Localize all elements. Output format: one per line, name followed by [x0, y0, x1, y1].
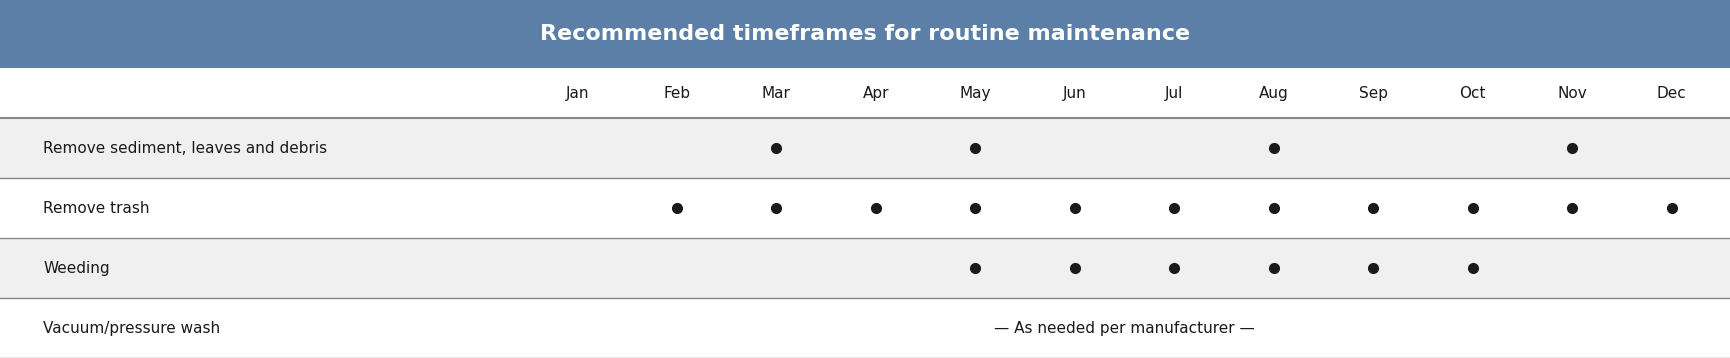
Text: Sep: Sep — [1358, 86, 1387, 101]
Text: Remove trash: Remove trash — [43, 200, 151, 216]
Text: Vacuum/pressure wash: Vacuum/pressure wash — [43, 320, 220, 335]
Text: Feb: Feb — [663, 86, 690, 101]
FancyBboxPatch shape — [0, 118, 1730, 178]
Text: Jan: Jan — [566, 86, 590, 101]
Text: Dec: Dec — [1657, 86, 1687, 101]
Text: Aug: Aug — [1259, 86, 1289, 101]
Text: Remove sediment, leaves and debris: Remove sediment, leaves and debris — [43, 141, 327, 156]
Text: Weeding: Weeding — [43, 261, 111, 276]
Text: May: May — [960, 86, 991, 101]
Text: Oct: Oct — [1460, 86, 1486, 101]
Text: Jun: Jun — [1062, 86, 1086, 101]
FancyBboxPatch shape — [0, 298, 1730, 358]
FancyBboxPatch shape — [0, 178, 1730, 238]
FancyBboxPatch shape — [0, 0, 1730, 68]
FancyBboxPatch shape — [0, 238, 1730, 298]
Text: Jul: Jul — [1164, 86, 1183, 101]
Text: Mar: Mar — [761, 86, 791, 101]
Text: Nov: Nov — [1557, 86, 1586, 101]
Text: — As needed per manufacturer —: — As needed per manufacturer — — [995, 320, 1254, 335]
Text: Apr: Apr — [863, 86, 889, 101]
Text: Recommended timeframes for routine maintenance: Recommended timeframes for routine maint… — [540, 24, 1190, 44]
